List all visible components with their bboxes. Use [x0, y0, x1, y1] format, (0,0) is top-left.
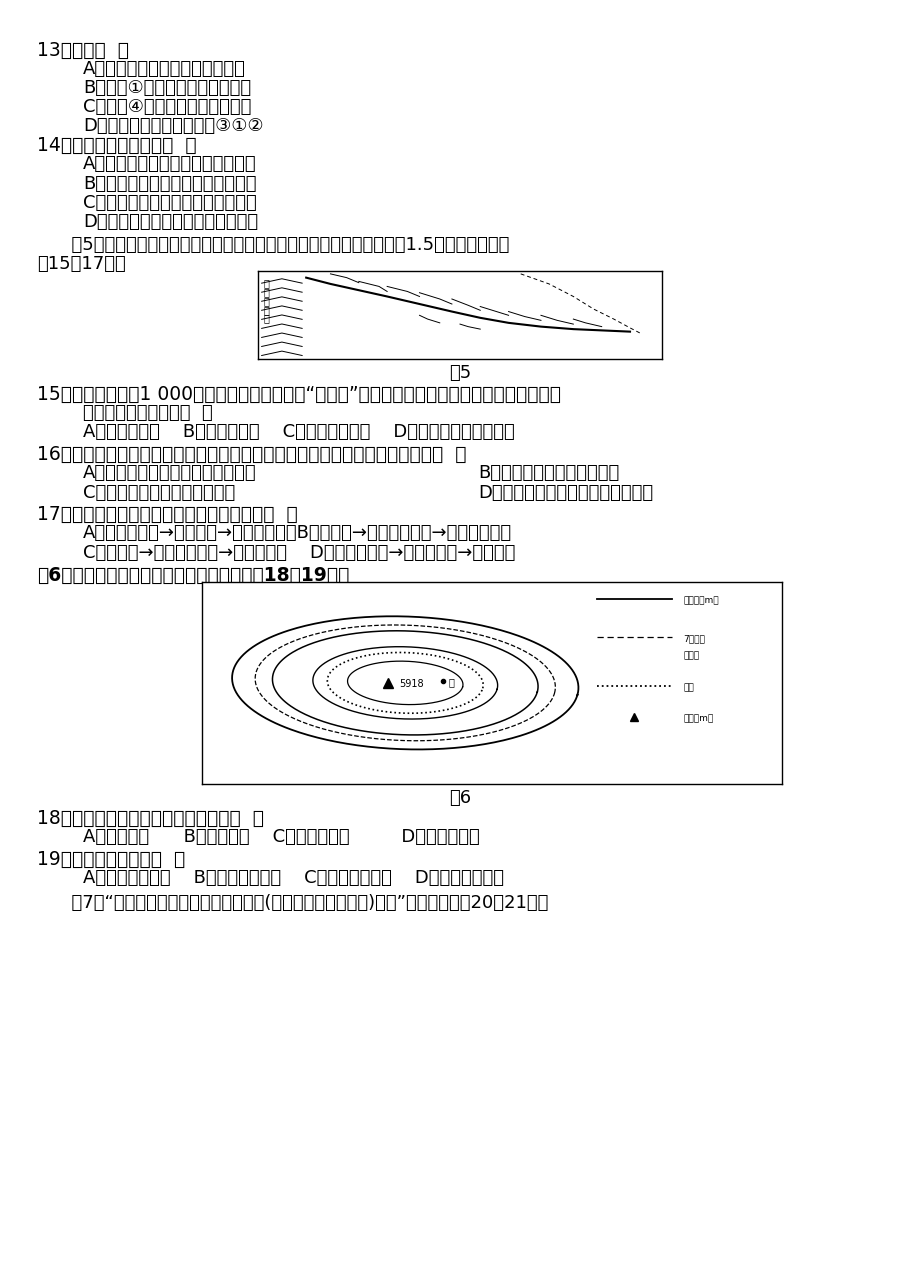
Text: A．高山草甸      B．高寒荒漠    C．高山针叶林         D．针阔混交林: A．高山草甸 B．高寒荒漠 C．高山针叶林 D．针阔混交林	[83, 828, 479, 846]
Text: A．暗河主要通过蜀发参与水循环: A．暗河主要通过蜀发参与水循环	[83, 60, 245, 78]
Text: 16．该河输沙量巨大，河口处却未能塑造出宽阔的三角洲，其原因最有可能是（  ）: 16．该河输沙量巨大，河口处却未能塑造出宽阔的三角洲，其原因最有可能是（ ）	[37, 445, 466, 464]
Text: B．屩层①是由于变质作用形成的: B．屩层①是由于变质作用形成的	[83, 79, 251, 97]
Text: A．阴坡和背风坡    B．阴坡和迎风坡    C．阳坡和迎风坡    D．阳坡和背风坡: A．阴坡和背风坡 B．阴坡和迎风坡 C．阳坡和迎风坡 D．阳坡和背风坡	[83, 869, 504, 887]
Text: B．有利于减轻滑坡、泥石流等灾害: B．有利于减轻滑坡、泥石流等灾害	[83, 175, 256, 192]
Text: 种现象的原因主要是（  ）: 种现象的原因主要是（ ）	[83, 404, 212, 422]
Text: 戕15～17题。: 戕15～17题。	[37, 255, 125, 273]
Text: B．地处赤道附近，风力微弱: B．地处赤道附近，风力微弱	[478, 464, 619, 482]
Text: C．纬度低→热带雨林气候→河流水量大    D．东部为平原→河水流速慢→含沙量大: C．纬度低→热带雨林气候→河流水量大 D．东部为平原→河水流速慢→含沙量大	[83, 544, 515, 562]
Text: A．发展优势是肥沃深厚的土壤条件: A．发展优势是肥沃深厚的土壤条件	[83, 155, 256, 173]
Text: 图5中河流流量大、流域面积广、水系发达，据统计，其支流总数超过1.5万条。读图，完: 图5中河流流量大、流域面积广、水系发达，据统计，其支流总数超过1.5万条。读图，…	[37, 236, 508, 254]
Text: A．地处板块交界处，地壳持续下沉: A．地处板块交界处，地壳持续下沉	[83, 464, 256, 482]
Text: 13．图中（  ）: 13．图中（ ）	[37, 41, 129, 60]
Text: 图7为“信风带中的某海区水温空间分布(水平分布和垂直分布)情况”。读图，回畇20～21题。: 图7为“信风带中的某海区水温空间分布(水平分布和垂直分布)情况”。读图，回畇20…	[37, 894, 548, 912]
Text: C．河流④处左岸堆积，右岸侵蚀: C．河流④处左岸堆积，右岸侵蚀	[83, 98, 251, 116]
Text: D．可提升不同纬度水热资源利用率: D．可提升不同纬度水热资源利用率	[83, 213, 257, 231]
Text: D．地质地貌的形成顺序是③①②: D．地质地貌的形成顺序是③①②	[83, 117, 263, 135]
Text: 18．图中甲处分布最广的植被可能为（  ）: 18．图中甲处分布最广的植被可能为（ ）	[37, 809, 264, 828]
Text: C．泥沙等悬浮物被挖沙船搞运: C．泥沙等悬浮物被挖沙船搞运	[83, 484, 234, 502]
Text: 19．该山地北坡属于（  ）: 19．该山地北坡属于（ ）	[37, 850, 185, 869]
Text: 17．能体现出图中自然地理环境整体性的是（  ）: 17．能体现出图中自然地理环境整体性的是（ ）	[37, 505, 297, 524]
Text: 图5: 图5	[448, 364, 471, 382]
Text: 图6: 图6	[448, 789, 471, 806]
Text: D．泥沙等悬浮物被强大的洋流搞运: D．泥沙等悬浮物被强大的洋流搞运	[478, 484, 652, 502]
Text: C．适合大型机械化生产，商品率高: C．适合大型机械化生产，商品率高	[83, 194, 256, 211]
Text: A．山地海拔高→水热充足→自然带类型多B．纬度低→地形类型多样→植被类型多样: A．山地海拔高→水热充足→自然带类型多B．纬度低→地形类型多样→植被类型多样	[83, 524, 511, 541]
Text: 图6为某山地各地理要素示意图。读图，回畇18～19题。: 图6为某山地各地理要素示意图。读图，回畇18～19题。	[37, 566, 349, 585]
Text: A．寒暖流交汇    B．大陆架宽浅    C．河流泻水量大    D．处在鱼类迁徕路线上: A．寒暖流交汇 B．大陆架宽浅 C．河流泻水量大 D．处在鱼类迁徕路线上	[83, 423, 514, 441]
Text: 15．该河河口处近1 000平方千米的海域被称为“淡水海”，是淡水鱼和咋水鱼共同的家园，造成这: 15．该河河口处近1 000平方千米的海域被称为“淡水海”，是淡水鱼和咋水鱼共同…	[37, 385, 561, 404]
Text: 14．该区域的农业模式（  ）: 14．该区域的农业模式（ ）	[37, 136, 197, 155]
